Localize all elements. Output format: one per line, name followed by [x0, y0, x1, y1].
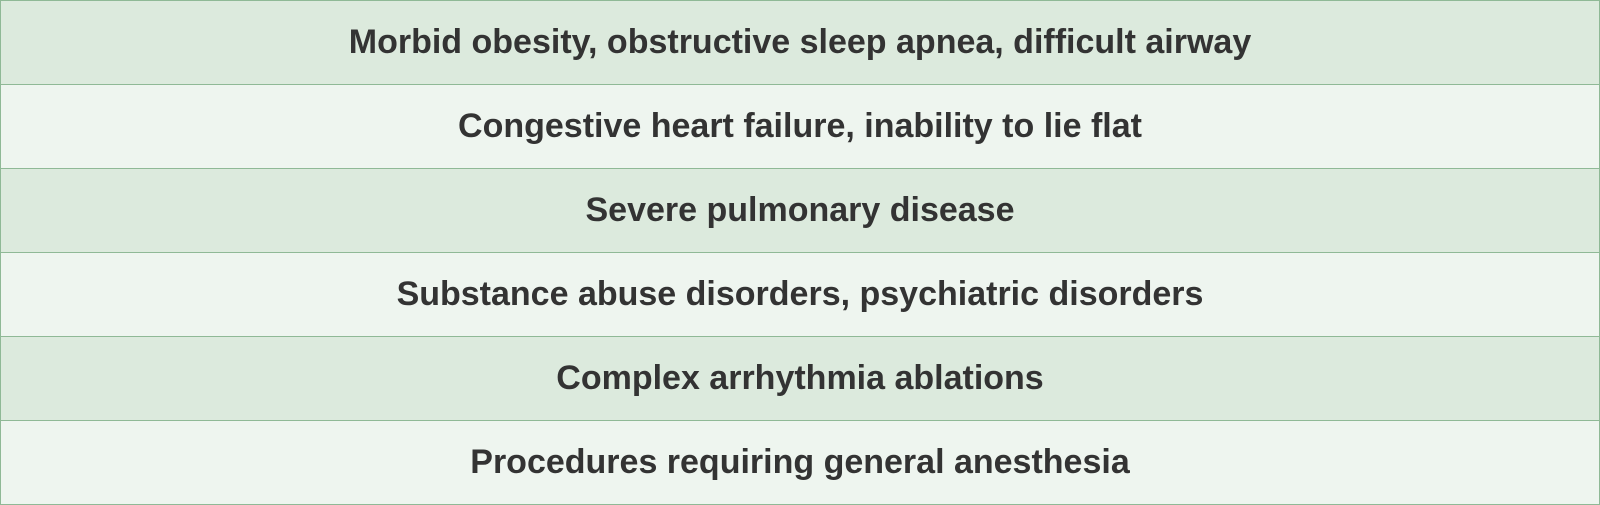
table-row: Complex arrhythmia ablations — [1, 337, 1600, 421]
conditions-tbody: Morbid obesity, obstructive sleep apnea,… — [1, 1, 1600, 505]
table-cell: Severe pulmonary disease — [1, 169, 1600, 253]
table-cell: Morbid obesity, obstructive sleep apnea,… — [1, 1, 1600, 85]
table-row: Severe pulmonary disease — [1, 169, 1600, 253]
table-cell: Procedures requiring general anesthesia — [1, 421, 1600, 505]
table-cell: Substance abuse disorders, psychiatric d… — [1, 253, 1600, 337]
table-cell: Complex arrhythmia ablations — [1, 337, 1600, 421]
table-row: Procedures requiring general anesthesia — [1, 421, 1600, 505]
table-cell: Congestive heart failure, inability to l… — [1, 85, 1600, 169]
table-row: Substance abuse disorders, psychiatric d… — [1, 253, 1600, 337]
table-row: Morbid obesity, obstructive sleep apnea,… — [1, 1, 1600, 85]
conditions-table: Morbid obesity, obstructive sleep apnea,… — [0, 0, 1600, 505]
table-row: Congestive heart failure, inability to l… — [1, 85, 1600, 169]
